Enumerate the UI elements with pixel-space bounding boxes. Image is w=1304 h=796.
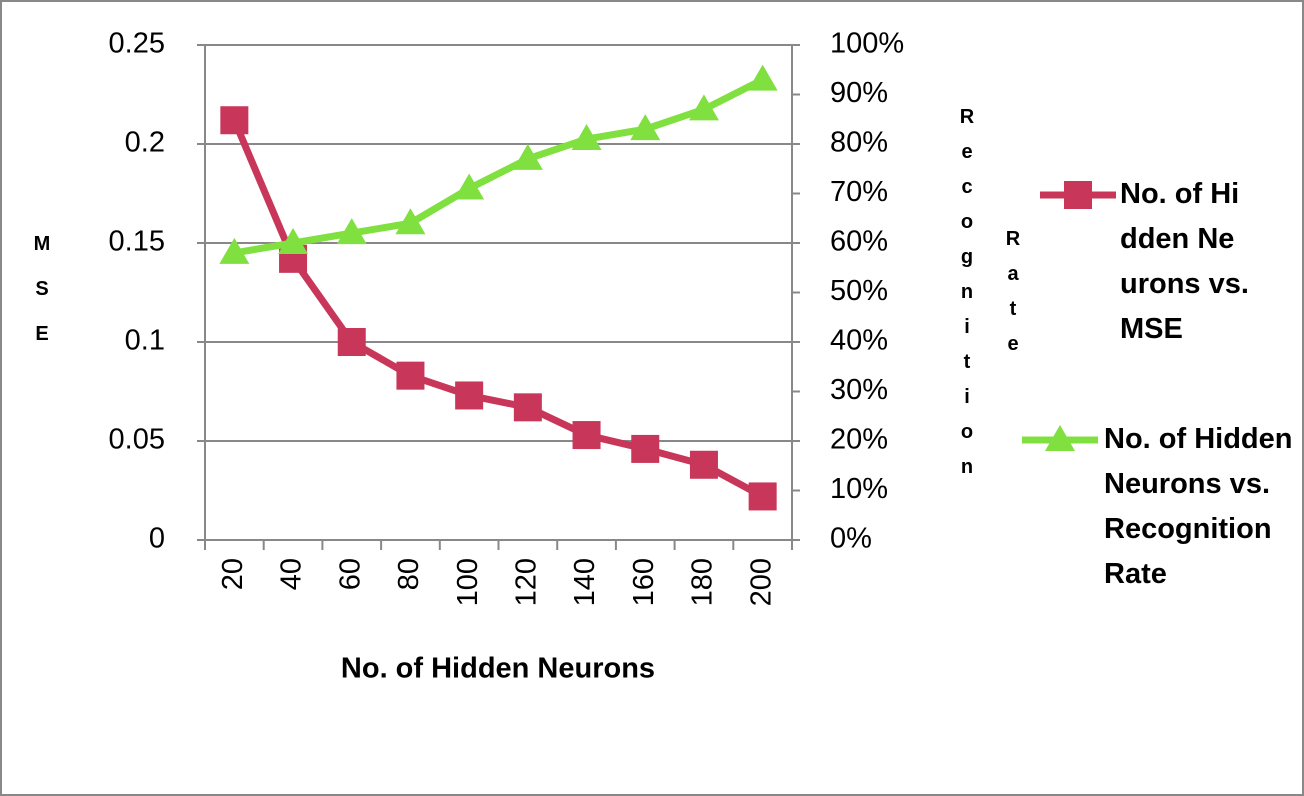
y-tick-label: 0.2 bbox=[125, 127, 165, 159]
data-point bbox=[395, 208, 426, 235]
legend-label: No. of Hidden Neurons vs. MSE bbox=[1120, 178, 1249, 345]
data-point bbox=[688, 94, 719, 121]
x-tick-label: 160 bbox=[628, 558, 660, 606]
legend-label: No. of Hidden Neurons vs. Recognition Ra… bbox=[1104, 423, 1293, 590]
data-point bbox=[336, 218, 367, 245]
x-tick-label: 140 bbox=[569, 558, 601, 606]
data-point bbox=[396, 361, 425, 390]
y2-tick-label: 60% bbox=[830, 226, 888, 258]
y2-tick-label: 50% bbox=[830, 275, 888, 307]
data-point bbox=[631, 434, 660, 463]
y-tick-label: 0.1 bbox=[125, 325, 165, 357]
x-tick-label: 100 bbox=[452, 558, 484, 606]
data-point bbox=[571, 124, 602, 151]
x-tick-label: 60 bbox=[334, 558, 366, 590]
y2-tick-label: 20% bbox=[830, 424, 888, 456]
y2-axis-title: Recognition Rate bbox=[956, 105, 1024, 491]
data-point bbox=[220, 106, 249, 135]
y2-tick-label: 10% bbox=[830, 473, 888, 505]
grid bbox=[205, 44, 792, 541]
y2-tick-label: 100% bbox=[830, 28, 904, 60]
y-tick-label: 0.05 bbox=[109, 424, 165, 456]
x-tick-label: 40 bbox=[276, 558, 308, 590]
y2-tick-label: 40% bbox=[830, 325, 888, 357]
x-tick-label: 20 bbox=[217, 558, 249, 590]
y2-tick-label: 90% bbox=[830, 77, 888, 109]
data-point bbox=[278, 228, 309, 254]
legend-marker bbox=[1045, 425, 1075, 451]
y2-tick-label: 0% bbox=[830, 523, 872, 555]
data-point bbox=[454, 173, 485, 200]
y2-tick-label: 70% bbox=[830, 176, 888, 208]
data-point bbox=[689, 450, 718, 479]
y-tick-label: 0.25 bbox=[109, 28, 165, 60]
series-line bbox=[231, 118, 765, 500]
x-tick-label: 180 bbox=[687, 558, 719, 606]
data-point bbox=[455, 381, 484, 410]
y-axis-title: MSE bbox=[31, 232, 53, 368]
data-point bbox=[337, 328, 366, 356]
y-tick-label: 0.15 bbox=[109, 226, 165, 258]
data-point bbox=[572, 421, 601, 450]
y2-tick-label: 30% bbox=[830, 374, 888, 406]
data-point bbox=[513, 393, 542, 422]
data-point bbox=[747, 64, 778, 91]
x-axis-title: No. of Hidden Neurons bbox=[341, 653, 655, 685]
legend-marker bbox=[1064, 181, 1092, 209]
x-tick-label: 80 bbox=[393, 558, 425, 590]
data-point bbox=[630, 114, 661, 141]
data-point bbox=[219, 237, 250, 264]
data-point bbox=[748, 482, 777, 511]
series-line bbox=[233, 76, 765, 257]
y-tick-label: 0 bbox=[149, 523, 165, 555]
data-point bbox=[512, 143, 543, 170]
x-tick-label: 200 bbox=[745, 558, 777, 606]
y2-tick-label: 80% bbox=[830, 127, 888, 159]
x-tick-label: 120 bbox=[511, 558, 543, 606]
